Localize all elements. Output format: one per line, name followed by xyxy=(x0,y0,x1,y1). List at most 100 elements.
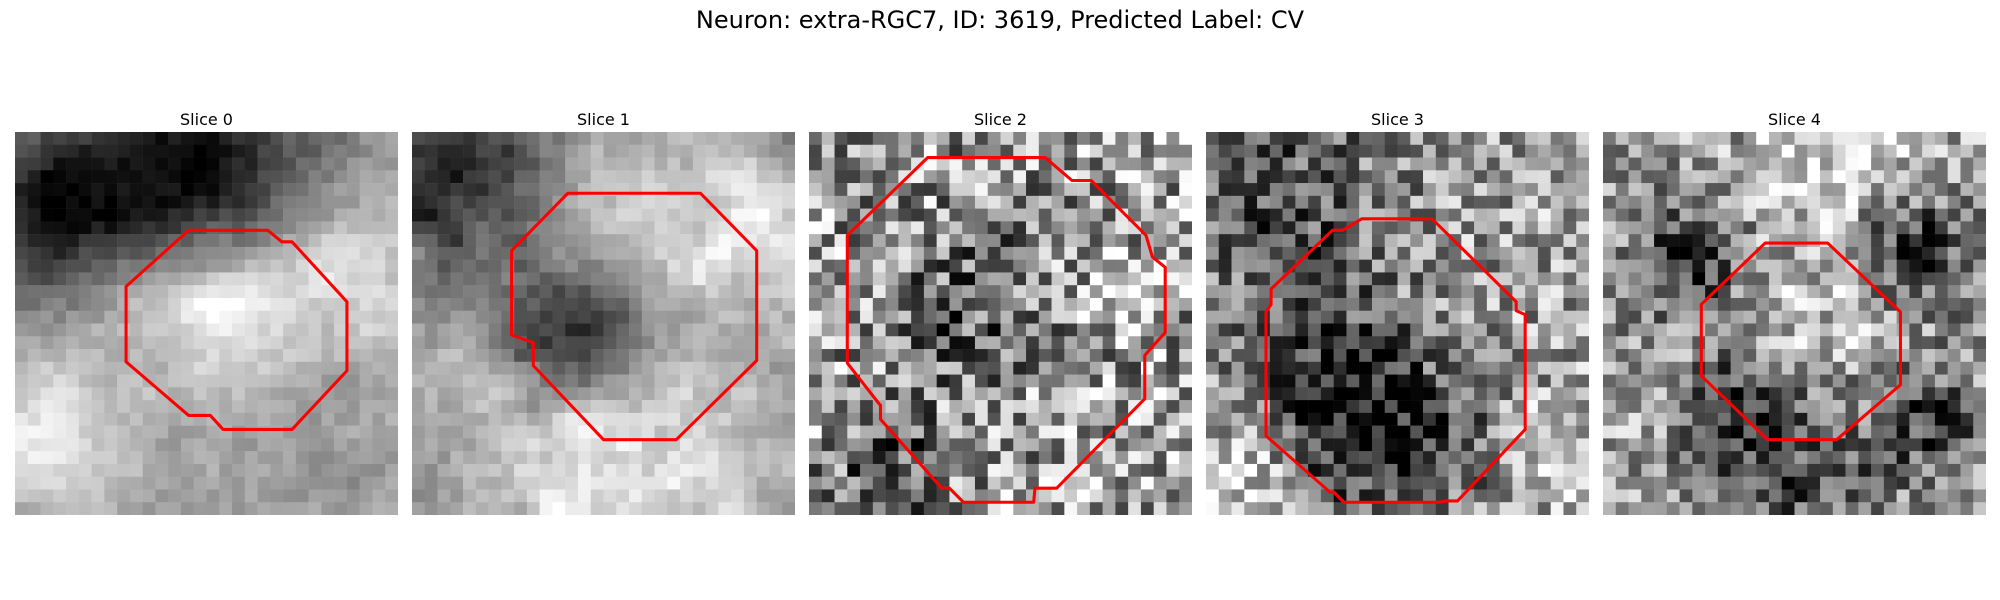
pixel xyxy=(1153,195,1167,209)
pixel xyxy=(1474,310,1488,324)
pixel xyxy=(1499,425,1513,439)
pixel xyxy=(91,259,105,273)
pixel xyxy=(949,195,963,209)
pixel xyxy=(616,221,630,235)
pixel xyxy=(1845,438,1859,452)
pixel xyxy=(962,336,976,350)
pixel xyxy=(1461,412,1475,426)
pixel xyxy=(705,323,719,337)
pixel xyxy=(193,246,207,260)
pixel xyxy=(1717,451,1731,465)
pixel xyxy=(1960,463,1974,477)
pixel xyxy=(962,323,976,337)
pixel xyxy=(321,170,335,184)
pixel xyxy=(1359,234,1373,248)
pixel xyxy=(1603,221,1617,235)
pixel xyxy=(91,400,105,414)
pixel xyxy=(66,489,80,503)
pixel xyxy=(1128,463,1142,477)
pixel xyxy=(142,170,156,184)
pixel xyxy=(1947,195,1961,209)
pixel xyxy=(463,425,477,439)
pixel xyxy=(526,246,540,260)
pixel xyxy=(911,259,925,273)
pixel xyxy=(1794,221,1808,235)
pixel xyxy=(667,387,681,401)
pixel xyxy=(1550,310,1564,324)
pixel xyxy=(1077,195,1091,209)
pixel xyxy=(731,412,745,426)
pixel xyxy=(1282,170,1296,184)
pixel xyxy=(1603,272,1617,286)
pixel xyxy=(1896,310,1910,324)
pixel xyxy=(1461,285,1475,299)
pixel xyxy=(1654,157,1668,171)
pixel xyxy=(552,259,566,273)
pixel xyxy=(450,476,464,490)
pixel xyxy=(1922,208,1936,222)
pixel xyxy=(1474,183,1488,197)
pixel xyxy=(1563,349,1577,363)
pixel xyxy=(1448,170,1462,184)
pixel xyxy=(974,157,988,171)
pixel xyxy=(1922,195,1936,209)
pixel xyxy=(283,170,297,184)
pixel xyxy=(911,323,925,337)
pixel xyxy=(1717,476,1731,490)
pixel xyxy=(1896,438,1910,452)
pixel xyxy=(629,132,643,146)
pixel xyxy=(590,502,604,515)
pixel xyxy=(219,234,233,248)
pixel xyxy=(692,310,706,324)
pixel xyxy=(244,374,258,388)
pixel xyxy=(359,349,373,363)
pixel xyxy=(1563,144,1577,158)
pixel xyxy=(53,132,67,146)
pixel xyxy=(1705,208,1719,222)
pixel xyxy=(1603,183,1617,197)
pixel xyxy=(603,221,617,235)
pixel xyxy=(1512,170,1526,184)
pixel xyxy=(1423,132,1437,146)
pixel xyxy=(53,361,67,375)
pixel xyxy=(782,463,795,477)
pixel xyxy=(1308,489,1322,503)
pixel xyxy=(834,144,848,158)
pixel xyxy=(385,349,398,363)
pixel xyxy=(782,336,795,350)
pixel xyxy=(129,157,143,171)
pixel xyxy=(295,489,309,503)
pixel xyxy=(475,374,489,388)
pixel xyxy=(295,310,309,324)
pixel xyxy=(1947,502,1961,515)
pixel xyxy=(1934,387,1948,401)
pixel xyxy=(782,221,795,235)
pixel xyxy=(1603,234,1617,248)
pixel xyxy=(359,361,373,375)
pixel xyxy=(1820,412,1834,426)
pixel xyxy=(974,183,988,197)
pixel xyxy=(385,297,398,311)
pixel xyxy=(117,438,131,452)
pixel xyxy=(424,374,438,388)
pixel xyxy=(270,349,284,363)
pixel xyxy=(949,132,963,146)
pixel xyxy=(1333,463,1347,477)
pixel xyxy=(117,336,131,350)
pixel xyxy=(1244,285,1258,299)
pixel xyxy=(756,144,770,158)
pixel xyxy=(219,336,233,350)
pixel xyxy=(27,144,41,158)
pixel xyxy=(1333,144,1347,158)
pixel xyxy=(1768,246,1782,260)
pixel xyxy=(385,336,398,350)
pixel xyxy=(27,476,41,490)
pixel xyxy=(1244,476,1258,490)
pixel xyxy=(565,425,579,439)
pixel xyxy=(232,438,246,452)
pixel xyxy=(346,323,360,337)
pixel xyxy=(1871,208,1885,222)
pixel xyxy=(949,297,963,311)
pixel xyxy=(769,438,783,452)
pixel xyxy=(885,170,899,184)
